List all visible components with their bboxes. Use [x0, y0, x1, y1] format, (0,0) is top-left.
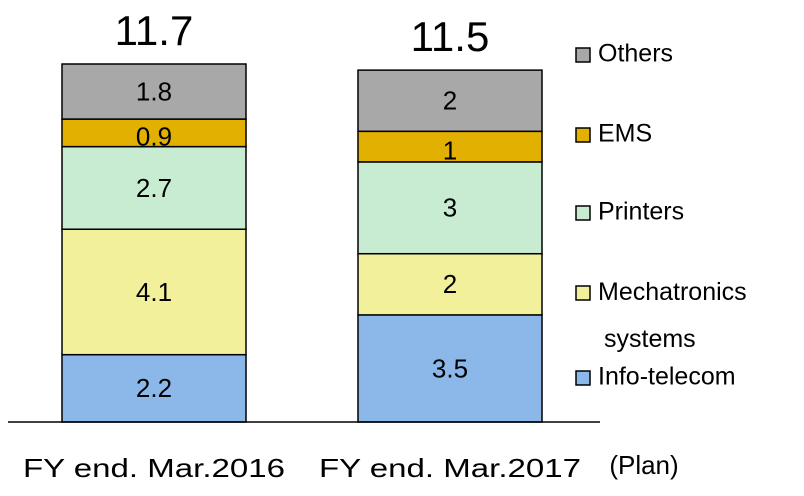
total-label: 11.7: [115, 7, 194, 54]
legend-swatch: [575, 127, 591, 143]
x-tick-label: FY end. Mar.2017: [319, 453, 581, 483]
value-label: 3.5: [432, 353, 468, 383]
legend-label: EMS: [598, 120, 652, 148]
bar-segment: [357, 252, 543, 316]
bar-segment: [61, 228, 247, 356]
x-tick-label: FY end. Mar.2016: [23, 453, 285, 483]
value-label: 2.2: [136, 373, 172, 403]
value-label: 3: [443, 193, 457, 223]
bar-segment: [357, 130, 543, 163]
bar-segment: [357, 69, 543, 133]
value-label: 0.9: [136, 122, 172, 152]
value-label: 2: [443, 86, 457, 116]
bar-segment: [357, 314, 543, 423]
annotation: (Plan): [609, 450, 678, 480]
bar-segment: [357, 161, 543, 255]
value-label: 4.1: [136, 277, 172, 307]
legend-swatch: [575, 285, 591, 301]
legend-label: Mechatronics systems: [598, 278, 747, 353]
legend-swatch: [575, 370, 591, 386]
value-label: 1.8: [136, 76, 172, 106]
legend-swatch: [575, 47, 591, 63]
legend-label: Info-telecom: [598, 363, 736, 391]
bar-segment: [61, 353, 247, 423]
legend-label: Others: [598, 40, 673, 68]
value-label: 1: [443, 135, 457, 165]
value-label: 2: [443, 269, 457, 299]
bar-segment: [61, 118, 247, 148]
bar-segment: [61, 63, 247, 120]
legend-swatch: [575, 205, 591, 221]
legend-label: Printers: [598, 198, 684, 226]
value-label: 2.7: [136, 173, 172, 203]
total-label: 11.5: [411, 13, 490, 60]
